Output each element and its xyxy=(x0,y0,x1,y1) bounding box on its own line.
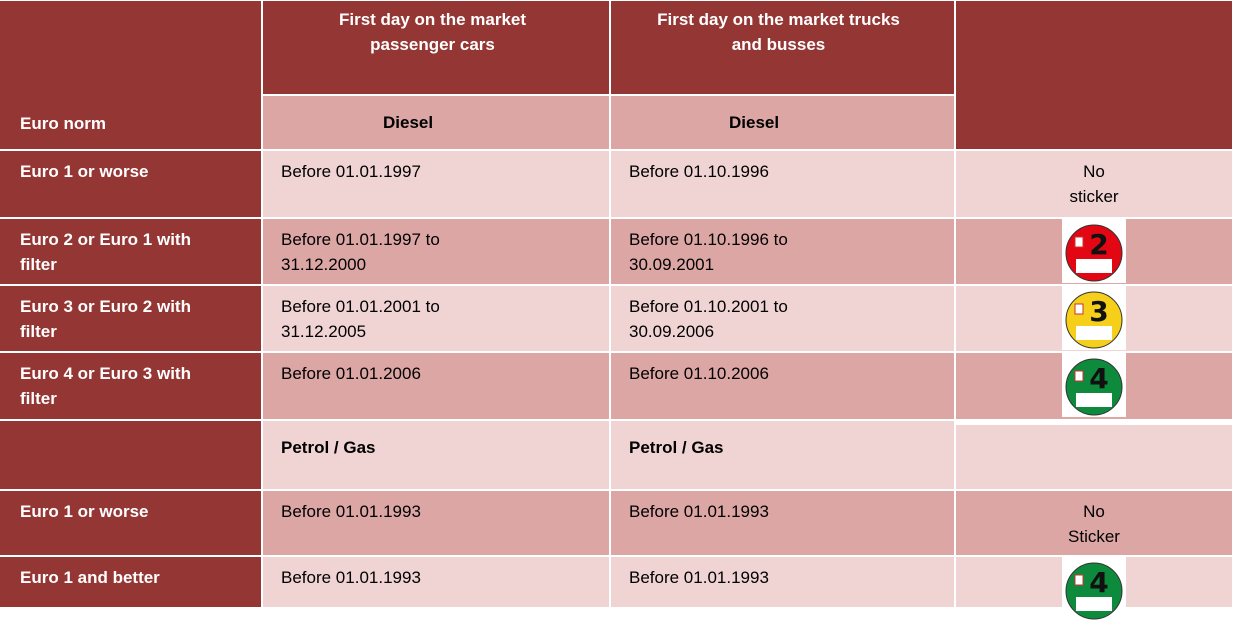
sticker-number: 3 xyxy=(1089,295,1108,328)
header-cars-text: First day on the market passenger cars xyxy=(338,10,527,54)
row-sticker-text-text: No sticker xyxy=(1069,162,1119,206)
sticker: 4 xyxy=(1062,557,1126,621)
sticker: 4 xyxy=(1062,353,1126,417)
petrol-cars-fuel-text: Petrol / Gas xyxy=(281,438,376,457)
sticker: 2 xyxy=(1062,219,1126,283)
row-norm-text: Euro 2 or Euro 1 with filter xyxy=(20,230,191,274)
row-sticker: 4 xyxy=(956,557,1232,621)
row-sticker: 4 xyxy=(956,353,1232,419)
row-norm: Euro 1 and better xyxy=(0,557,261,607)
header-cars-fuel-text: Diesel xyxy=(383,113,434,132)
row-trucks: Before 01.01.1993 xyxy=(611,491,954,555)
row-cars: Before 01.01.1993 xyxy=(263,491,609,555)
row-cars: Before 01.01.2001 to 31.12.2005 xyxy=(263,286,609,351)
row-norm-text: Euro 1 or worse xyxy=(20,162,149,181)
row-sticker: 2 xyxy=(956,219,1232,284)
row-trucks: Before 01.01.1993 xyxy=(611,557,954,607)
sticker-number: 4 xyxy=(1089,566,1108,599)
sticker-seal xyxy=(1074,574,1084,586)
petrol-norm xyxy=(0,421,261,489)
row-norm-text: Euro 1 and better xyxy=(20,568,160,587)
petrol-sticker xyxy=(956,425,1232,489)
sticker-number: 2 xyxy=(1089,228,1108,261)
sticker-seal xyxy=(1074,236,1084,248)
row-cars: Before 01.01.1997 xyxy=(263,151,609,217)
row-sticker: 3 xyxy=(956,286,1232,351)
row-norm-text: Euro 3 or Euro 2 with filter xyxy=(20,297,191,341)
row-sticker-text: No sticker xyxy=(956,151,1232,217)
row-trucks-text: Before 01.10.1996 to 30.09.2001 xyxy=(629,230,788,274)
header-sticker xyxy=(956,1,1232,149)
header-trucks-fuel: Diesel xyxy=(611,96,954,149)
sticker-plate xyxy=(1076,326,1112,340)
row-cars: Before 01.01.1997 to 31.12.2000 xyxy=(263,219,609,284)
row-trucks-text: Before 01.01.1993 xyxy=(629,568,769,587)
sticker-number: 4 xyxy=(1089,362,1108,395)
row-cars-text: Before 01.01.1997 to 31.12.2000 xyxy=(281,230,440,274)
header-cars: First day on the market passenger cars xyxy=(263,1,609,94)
sticker: 3 xyxy=(1062,286,1126,350)
row-trucks: Before 01.10.2001 to 30.09.2006 xyxy=(611,286,954,351)
row-norm-text: Euro 1 or worse xyxy=(20,502,149,521)
header-euro-norm-text: Euro norm xyxy=(20,114,106,133)
petrol-trucks-fuel-text: Petrol / Gas xyxy=(629,438,724,457)
row-norm-text: Euro 4 or Euro 3 with filter xyxy=(20,364,191,408)
row-trucks: Before 01.10.2006 xyxy=(611,353,954,419)
sticker-plate xyxy=(1076,259,1112,273)
row-cars-text: Before 01.01.1993 xyxy=(281,568,421,587)
row-cars-text: Before 01.01.1997 xyxy=(281,162,421,181)
row-norm: Euro 1 or worse xyxy=(0,151,261,217)
header-trucks-text: First day on the market trucks and busse… xyxy=(657,10,900,54)
row-trucks-text: Before 01.10.2006 xyxy=(629,364,769,383)
sticker-plate xyxy=(1076,393,1112,407)
row-trucks: Before 01.10.1996 xyxy=(611,151,954,217)
row-norm: Euro 2 or Euro 1 with filter xyxy=(0,219,261,284)
row-cars: Before 01.01.1993 xyxy=(263,557,609,607)
sticker-seal xyxy=(1074,303,1084,315)
row-norm: Euro 3 or Euro 2 with filter xyxy=(0,286,261,351)
row-trucks-text: Before 01.01.1993 xyxy=(629,502,769,521)
header-euro-norm: Euro norm xyxy=(0,1,261,149)
petrol-trucks-fuel: Petrol / Gas xyxy=(611,421,954,489)
sticker-plate xyxy=(1076,597,1112,611)
row-trucks-text: Before 01.10.1996 xyxy=(629,162,769,181)
header-trucks: First day on the market trucks and busse… xyxy=(611,1,954,94)
row-sticker-text: No Sticker xyxy=(956,491,1232,555)
row-cars-text: Before 01.01.2001 to 31.12.2005 xyxy=(281,297,440,341)
row-cars-text: Before 01.01.2006 xyxy=(281,364,421,383)
row-norm: Euro 4 or Euro 3 with filter xyxy=(0,353,261,419)
header-cars-fuel: Diesel xyxy=(263,96,609,149)
sticker-seal xyxy=(1074,370,1084,382)
petrol-cars-fuel: Petrol / Gas xyxy=(263,421,609,489)
row-sticker-text-text: No Sticker xyxy=(1068,502,1120,546)
row-trucks: Before 01.10.1996 to 30.09.2001 xyxy=(611,219,954,284)
row-norm: Euro 1 or worse xyxy=(0,491,261,555)
row-trucks-text: Before 01.10.2001 to 30.09.2006 xyxy=(629,297,788,341)
row-cars-text: Before 01.01.1993 xyxy=(281,502,421,521)
row-cars: Before 01.01.2006 xyxy=(263,353,609,419)
header-trucks-fuel-text: Diesel xyxy=(729,113,780,132)
